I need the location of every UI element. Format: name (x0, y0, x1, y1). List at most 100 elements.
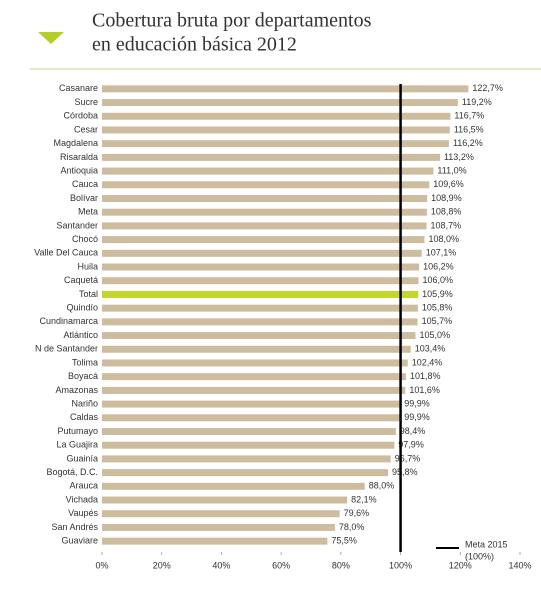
value-label: 101,6% (409, 385, 440, 395)
bar (102, 482, 365, 490)
category-label: Santander (56, 220, 98, 230)
value-label: 108,9% (431, 193, 462, 203)
bar (102, 428, 396, 435)
bar (102, 304, 418, 312)
category-label: Putumayo (57, 426, 98, 436)
bar (102, 208, 427, 216)
category-label: San Andrés (51, 522, 98, 532)
bar (102, 140, 449, 148)
category-label: Córdoba (63, 111, 98, 121)
chart-title: en educación básica 2012 (92, 34, 297, 56)
value-label: 101,8% (410, 371, 441, 381)
value-label: 113,2% (444, 152, 474, 162)
value-label: 105,9% (422, 289, 453, 299)
x-tick-label: 100% (389, 560, 412, 570)
category-label: Arauca (69, 481, 98, 491)
bar (102, 510, 340, 518)
bar (102, 222, 427, 230)
bar (102, 455, 391, 463)
category-label: Bogotá, D.C. (46, 467, 98, 477)
value-label: 82,1% (351, 494, 377, 504)
category-label: Risaralda (60, 152, 98, 162)
bar (102, 496, 348, 504)
category-label: Valle Del Cauca (34, 248, 98, 258)
value-label: 97,9% (398, 440, 424, 450)
chart-title: Cobertura bruta por departamentos (92, 10, 372, 32)
value-label: 78,0% (339, 522, 365, 532)
category-label: Caldas (70, 412, 99, 422)
value-label: 103,4% (415, 344, 446, 354)
bar (102, 99, 458, 107)
legend-label: Meta 2015 (465, 539, 508, 549)
value-label: 122,7% (472, 83, 503, 93)
bar (102, 523, 335, 531)
category-label: Antioquia (60, 165, 98, 175)
bar (102, 181, 430, 189)
value-label: 119,2% (462, 97, 492, 107)
value-label: 105,0% (420, 330, 451, 340)
category-label: N de Santander (35, 344, 98, 354)
bar (102, 386, 406, 394)
category-label: Bolívar (70, 193, 98, 203)
category-label: Caquetá (64, 275, 98, 285)
value-label: 105,8% (422, 303, 453, 313)
bar (102, 195, 428, 202)
bar (102, 414, 401, 422)
category-label: Meta (78, 207, 98, 217)
value-label: 79,6% (344, 508, 370, 518)
value-label: 75,5% (331, 536, 357, 546)
x-tick-label: 60% (272, 560, 290, 570)
bar (102, 537, 328, 545)
bar (102, 318, 418, 326)
category-label: Cauca (72, 179, 98, 189)
bar (102, 112, 451, 120)
bar (102, 332, 416, 340)
bar (102, 373, 406, 381)
category-label: Vichada (66, 494, 98, 504)
category-label: Quindío (66, 303, 98, 313)
category-label: Casanare (59, 83, 98, 93)
bar (102, 400, 401, 408)
value-label: 88,0% (369, 481, 395, 491)
value-label: 109,6% (433, 179, 464, 189)
value-label: 105,7% (422, 316, 453, 326)
legend-label: (100%) (465, 551, 494, 561)
value-label: 116,2% (453, 138, 483, 148)
title-icon (38, 32, 64, 44)
bar (102, 263, 420, 271)
category-label: Boyacá (68, 371, 98, 381)
value-label: 102,4% (412, 357, 443, 367)
bar (102, 290, 419, 298)
bar (102, 359, 408, 367)
value-label: 106,0% (422, 275, 453, 285)
x-tick-label: 0% (95, 560, 108, 570)
bar (102, 85, 469, 93)
value-label: 106,2% (423, 261, 454, 271)
x-tick-label: 80% (332, 560, 350, 570)
value-label: 116,5% (454, 124, 484, 134)
category-label: Nariño (71, 398, 98, 408)
bar (102, 153, 440, 161)
category-label: La Guajira (56, 440, 98, 450)
bar (102, 167, 434, 175)
bar (102, 441, 395, 449)
category-label: Total (79, 289, 98, 299)
value-label: 107,1% (426, 248, 457, 258)
bar (102, 469, 389, 477)
value-label: 95,8% (392, 467, 418, 477)
category-label: Amazonas (55, 385, 98, 395)
bar (102, 345, 411, 353)
category-label: Sucre (74, 97, 98, 107)
value-label: 99,9% (404, 398, 430, 408)
bar (102, 236, 425, 244)
category-label: Guainía (66, 453, 98, 463)
value-label: 108,7% (431, 220, 462, 230)
category-label: Huila (77, 261, 98, 271)
x-tick-label: 40% (212, 560, 230, 570)
bar (102, 126, 450, 134)
value-label: 108,8% (431, 207, 462, 217)
bar (102, 277, 419, 285)
x-tick-label: 120% (449, 560, 472, 570)
